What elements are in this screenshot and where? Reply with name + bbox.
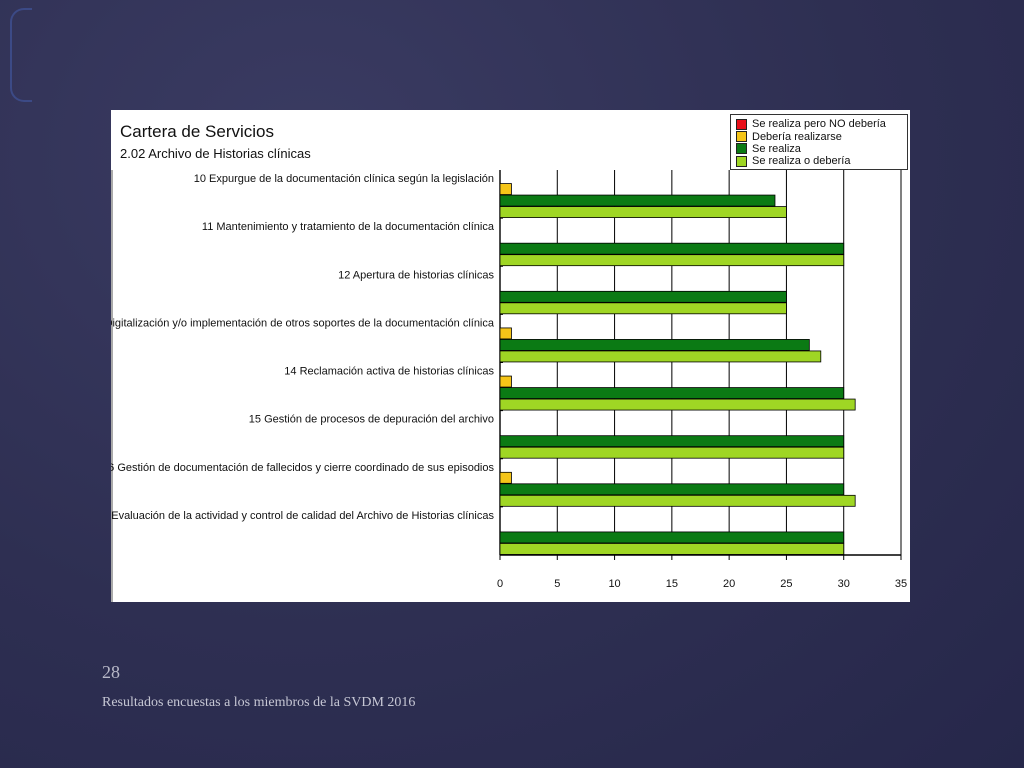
legend-item: Debería realizarse (736, 130, 902, 143)
category-label: 12 Apertura de historias clínicas (338, 269, 494, 281)
bar (499, 483, 845, 496)
legend-swatch (736, 155, 747, 167)
bar (499, 446, 845, 459)
category-label: 10 Expurgue de la documentación clínica … (194, 173, 494, 185)
category-label: 13 Digitalización y/o implementación de … (111, 317, 495, 329)
x-tick-label: 0 (497, 578, 503, 590)
bar (499, 398, 856, 411)
slide-footer: Resultados encuestas a los miembros de l… (102, 695, 416, 710)
x-tick-label: 25 (780, 578, 792, 590)
x-tick-label: 30 (838, 578, 850, 590)
decorative-bracket (10, 8, 32, 102)
legend-label: Se realiza (752, 142, 801, 155)
bar (499, 339, 810, 351)
legend-swatch (736, 143, 747, 155)
category-label: 11 Mantenimiento y tratamiento de la doc… (202, 221, 495, 233)
chart-panel: 0 5 10 15 20 25 30 35 10 Expurgue de la document… (111, 110, 910, 602)
slide-number: 28 (102, 662, 120, 682)
legend-swatch (736, 131, 747, 143)
bar (499, 302, 787, 315)
category-label: 15 Gestión de procesos de depuración del… (249, 414, 494, 426)
category-label: 16 Gestión de documentación de fallecido… (111, 462, 494, 474)
bar (499, 350, 822, 363)
legend-swatch (736, 118, 747, 130)
x-tick-label: 5 (554, 578, 560, 590)
bar (499, 543, 845, 555)
bar (499, 290, 787, 303)
chart-legend: Se realiza pero NO debería Debería realiz… (730, 114, 908, 170)
bar (499, 327, 512, 340)
bar (499, 183, 512, 195)
category-label: 14 Reclamación activa de historias clíni… (284, 366, 494, 378)
x-tick-label: 10 (608, 578, 620, 590)
legend-label: Se realiza pero NO debería (752, 118, 886, 131)
bar (499, 242, 845, 255)
bar (499, 471, 512, 484)
bar (499, 194, 776, 207)
chart-title: Cartera de Servicios (120, 122, 275, 141)
legend-item: Se realiza pero NO debería (736, 118, 902, 130)
bar (499, 494, 856, 507)
chart-subtitle: 2.02 Archivo de Historias clínicas (120, 146, 311, 161)
legend-item: Se realiza (736, 143, 902, 155)
bar (499, 254, 845, 267)
bar-chart: 0 5 10 15 20 25 30 35 10 Expurgue de la document… (111, 170, 907, 602)
legend-label: Debería realizarse (752, 130, 842, 143)
legend-item: Se realiza o debería (736, 155, 902, 167)
category-label: 17 Evaluación de la actividad y control … (111, 510, 494, 522)
legend-label: Se realiza o debería (752, 155, 851, 168)
bar (499, 387, 845, 399)
x-tick-label: 15 (666, 578, 678, 590)
bar (499, 531, 845, 544)
x-tick-label: 35 (895, 578, 907, 590)
bar (499, 375, 512, 388)
bar (499, 206, 787, 218)
x-tick-label: 20 (723, 578, 735, 590)
bar (499, 435, 845, 448)
